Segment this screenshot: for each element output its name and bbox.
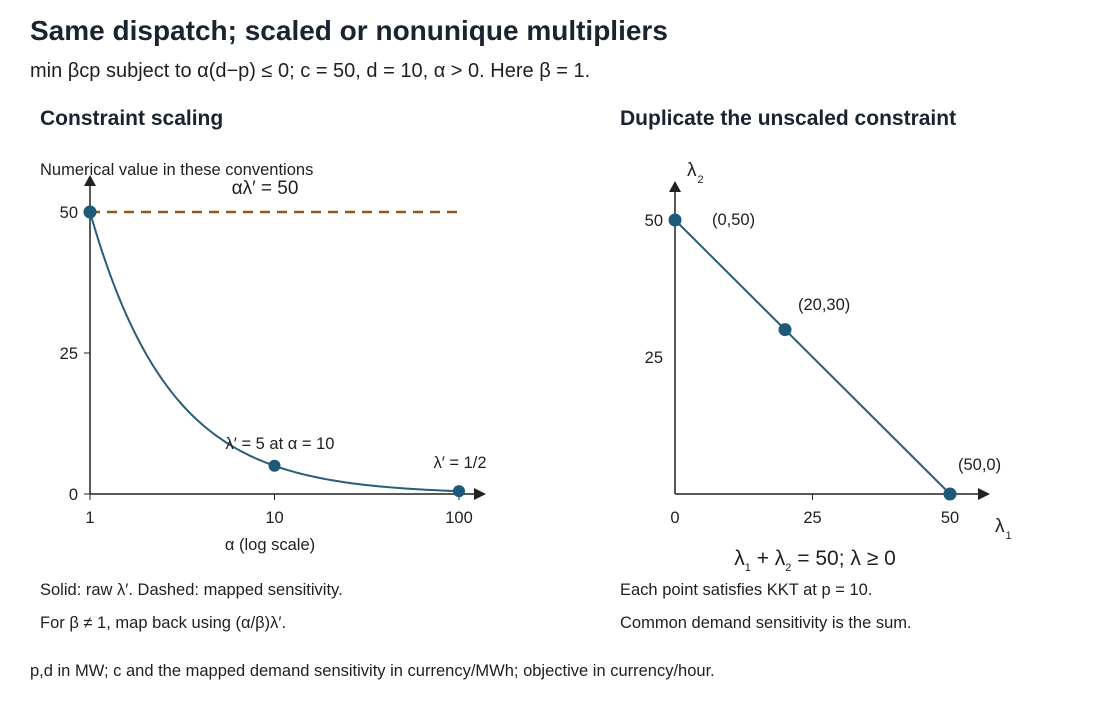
lambda2-arrow-icon xyxy=(669,181,681,192)
scaling-y-tick-label: 50 xyxy=(60,204,78,222)
scaling-note-1: Solid: raw λ′. Dashed: mapped sensitivit… xyxy=(40,581,343,599)
multiplier-point-20-30 xyxy=(778,323,792,337)
scaling-point-alpha-10 xyxy=(268,459,281,472)
multiplier-point-label-50-0: (50,0) xyxy=(958,456,1001,474)
lambda2-tick-label: 50 xyxy=(645,212,663,230)
multiplier-point-label-20-30: (20,30) xyxy=(798,296,850,314)
lambda1-tick-label: 0 xyxy=(670,509,679,527)
lambda1-arrow-icon xyxy=(978,488,990,500)
multiplier-segment xyxy=(674,219,951,495)
multiplier-point-label-0-50: (0,50) xyxy=(712,211,755,229)
scaling-x-tick-label: 100 xyxy=(445,509,473,527)
lambda1-axis-label: λ1 xyxy=(995,516,1012,542)
scaling-chart: Numerical value in these conventions 0 25… xyxy=(40,161,487,554)
scaling-y-axis-label: Numerical value in these conventions xyxy=(40,161,313,179)
scaling-y-tick-label: 0 xyxy=(69,486,78,504)
right-panel-title: Duplicate the unscaled constraint xyxy=(620,107,957,130)
page-footer: p,d in MW; c and the mapped demand sensi… xyxy=(30,662,715,680)
duplicate-constraint-chart: λ2 λ1 25 50 0 25 50 (0,50) (20,30) (50,0) λ… xyxy=(645,160,1012,574)
multiplier-caption: λ1 + λ2 = 50; λ ≥ 0 xyxy=(734,547,896,574)
scaling-x-axis-label: α (log scale) xyxy=(225,536,315,554)
duplicate-note-1: Each point satisfies KKT at p = 10. xyxy=(620,581,873,599)
lambda2-tick-label: 25 xyxy=(645,349,663,367)
scaling-point-label-alpha-10: λ′ = 5 at α = 10 xyxy=(226,435,335,453)
scaling-point-label-alpha-100: λ′ = 1/2 xyxy=(433,454,486,472)
left-panel-title: Constraint scaling xyxy=(40,107,224,130)
scaling-point-alpha-100 xyxy=(453,485,465,498)
scaling-x-tick-label: 10 xyxy=(265,509,283,527)
lambda2-axis-label: λ2 xyxy=(687,160,704,186)
duplicate-note-2: Common demand sensitivity is the sum. xyxy=(620,614,912,632)
scaling-note-2: For β ≠ 1, map back using (α/β)λ′. xyxy=(40,614,287,632)
mapped-sensitivity-label: αλ′ = 50 xyxy=(232,178,299,199)
lambda1-tick-label: 50 xyxy=(941,509,959,527)
scaling-y-tick-label: 25 xyxy=(60,345,78,363)
page-title: Same dispatch; scaled or nonunique multi… xyxy=(30,15,668,46)
scaling-x-arrow-icon xyxy=(474,488,486,500)
page-subtitle: min βcp subject to α(d−p) ≤ 0; c = 50, d… xyxy=(30,60,591,82)
scaling-x-tick-label: 1 xyxy=(85,509,94,527)
multiplier-point-50-0 xyxy=(943,487,957,501)
lambda1-tick-label: 25 xyxy=(803,509,821,527)
scaling-y-arrow-icon xyxy=(84,175,96,186)
scaling-point-alpha-1 xyxy=(83,205,97,219)
multiplier-point-0-50 xyxy=(668,213,682,227)
